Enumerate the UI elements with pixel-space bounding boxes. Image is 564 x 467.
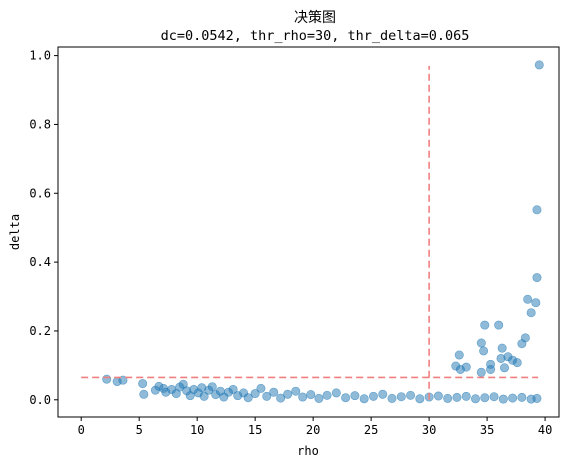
scatter-point: [322, 390, 332, 400]
scatter-point: [283, 389, 293, 399]
scatter-point: [139, 389, 149, 399]
scatter-point: [520, 333, 530, 343]
scatter-point: [250, 389, 260, 399]
scatter-point: [532, 393, 542, 403]
scatter-point: [454, 350, 464, 360]
y-tick-label: 0.2: [29, 324, 51, 338]
x-tick-label: 25: [364, 423, 378, 437]
x-axis-ticks: 0 5 10 15 20 25 30 35 40: [78, 417, 552, 437]
x-tick-label: 5: [136, 423, 143, 437]
scatter-point: [207, 382, 217, 392]
scatter-point: [452, 392, 462, 402]
scatter-point: [387, 393, 397, 403]
scatter-point: [480, 320, 490, 330]
scatter-point: [486, 359, 496, 369]
scatter-point: [291, 386, 301, 396]
scatter-point: [276, 393, 286, 403]
plot-frame: [57, 46, 560, 418]
scatter-point: [199, 391, 209, 401]
scatter-point: [498, 394, 508, 404]
y-tick-label: 0.4: [29, 255, 51, 269]
scatter-point: [314, 393, 324, 403]
scatter-point: [368, 391, 378, 401]
scatter-point: [532, 273, 542, 283]
scatter-point: [523, 294, 533, 304]
scatter-point: [531, 298, 541, 308]
scatter-point: [526, 308, 536, 318]
scatter-points: [102, 60, 544, 404]
threshold-lines: [81, 65, 539, 400]
scatter-point: [350, 391, 360, 401]
y-tick-label: 0.6: [29, 186, 51, 200]
scatter-point: [470, 394, 480, 404]
x-tick-label: 40: [538, 423, 552, 437]
scatter-point: [331, 388, 341, 398]
scatter-point: [306, 390, 316, 400]
scatter-point: [479, 346, 489, 356]
x-tick-label: 10: [190, 423, 204, 437]
scatter-point: [243, 393, 253, 403]
y-axis-ticks: 0.0 0.2 0.4 0.6 0.8 1.0: [29, 49, 58, 407]
scatter-point: [508, 393, 518, 403]
scatter-point: [396, 392, 406, 402]
scatter-point: [489, 392, 499, 402]
scatter-point: [359, 394, 369, 404]
scatter-point: [534, 60, 544, 70]
y-tick-label: 0.0: [29, 393, 51, 407]
scatter-point: [415, 394, 425, 404]
x-tick-label: 15: [248, 423, 262, 437]
y-tick-label: 0.8: [29, 117, 51, 131]
chart-subtitle: dc=0.0542, thr_rho=30, thr_delta=0.065: [161, 28, 470, 44]
x-tick-label: 30: [422, 423, 436, 437]
scatter-point: [269, 387, 279, 397]
x-tick-label: 0: [78, 423, 85, 437]
scatter-point: [443, 393, 453, 403]
scatter-point: [406, 390, 416, 400]
scatter-point: [461, 362, 471, 372]
scatter-point: [378, 389, 388, 399]
scatter-point: [138, 379, 148, 389]
scatter-point: [494, 320, 504, 330]
chart-title: 决策图: [294, 9, 336, 26]
scatter-point: [480, 393, 490, 403]
y-axis-label: delta: [8, 214, 22, 250]
scatter-point: [532, 205, 542, 215]
x-tick-label: 35: [480, 423, 494, 437]
scatter-point: [256, 383, 266, 393]
scatter-point: [298, 392, 308, 402]
scatter-point: [512, 358, 522, 368]
scatter-point: [461, 391, 471, 401]
scatter-point: [228, 384, 238, 394]
scatter-point: [341, 393, 351, 403]
scatter-point: [476, 367, 486, 377]
scatter-point: [433, 391, 443, 401]
x-tick-label: 20: [306, 423, 320, 437]
scatter-point: [262, 391, 272, 401]
y-tick-label: 1.0: [29, 49, 51, 63]
x-axis-label: rho: [297, 444, 319, 458]
scatter-point: [476, 338, 486, 348]
scatter-point: [499, 363, 509, 373]
scatter-point: [497, 343, 507, 353]
scatter-point: [102, 374, 112, 384]
scatter-point: [517, 392, 527, 402]
